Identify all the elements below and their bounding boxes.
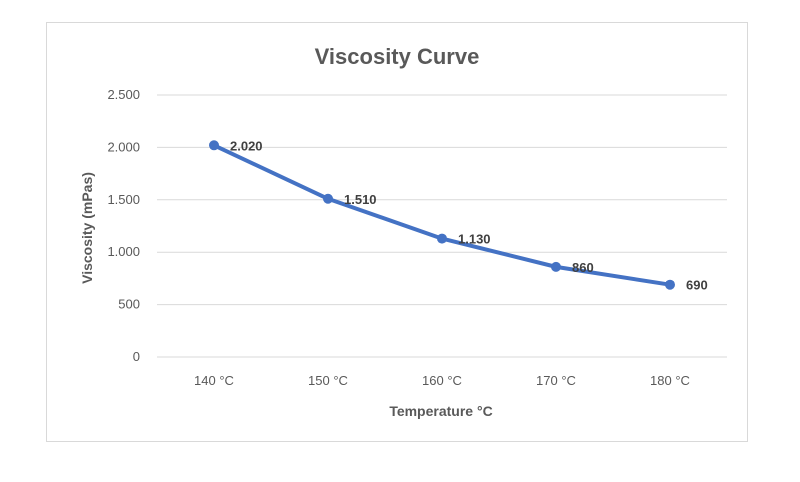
x-tick-labels: 140 °C 150 °C 160 °C 170 °C 180 °C xyxy=(194,373,690,388)
y-tick-label: 1.500 xyxy=(107,192,140,207)
chart-frame xyxy=(46,22,748,442)
data-label: 1.130 xyxy=(458,232,491,247)
data-label: 690 xyxy=(686,278,708,293)
y-tick-label: 500 xyxy=(118,297,140,312)
data-label: 860 xyxy=(572,260,594,275)
data-point xyxy=(323,193,333,204)
y-axis-title: Viscosity (mPas) xyxy=(79,172,95,284)
y-tick-label: 2.000 xyxy=(107,139,140,154)
data-point xyxy=(665,279,675,290)
data-labels: 2.020 1.510 1.130 860 690 xyxy=(230,138,708,292)
y-tick-label: 2.500 xyxy=(107,87,140,102)
gridlines xyxy=(157,94,727,358)
data-point xyxy=(551,261,561,272)
x-tick-label: 140 °C xyxy=(194,373,234,388)
x-tick-label: 150 °C xyxy=(308,373,348,388)
x-tick-label: 160 °C xyxy=(422,373,462,388)
data-label: 2.020 xyxy=(230,138,263,153)
data-label: 1.510 xyxy=(344,192,377,207)
y-tick-labels: 0 500 1.000 1.500 2.000 2.500 xyxy=(107,87,140,364)
y-tick-label: 0 xyxy=(133,349,140,364)
chart-title: Viscosity Curve xyxy=(315,44,480,69)
series-line-group xyxy=(209,140,675,290)
x-tick-label: 180 °C xyxy=(650,373,690,388)
y-tick-label: 1.000 xyxy=(107,244,140,259)
data-point xyxy=(209,140,219,151)
series-line xyxy=(212,143,672,287)
data-point xyxy=(437,233,447,244)
x-axis-title: Temperature °C xyxy=(389,403,492,419)
x-tick-label: 170 °C xyxy=(536,373,576,388)
